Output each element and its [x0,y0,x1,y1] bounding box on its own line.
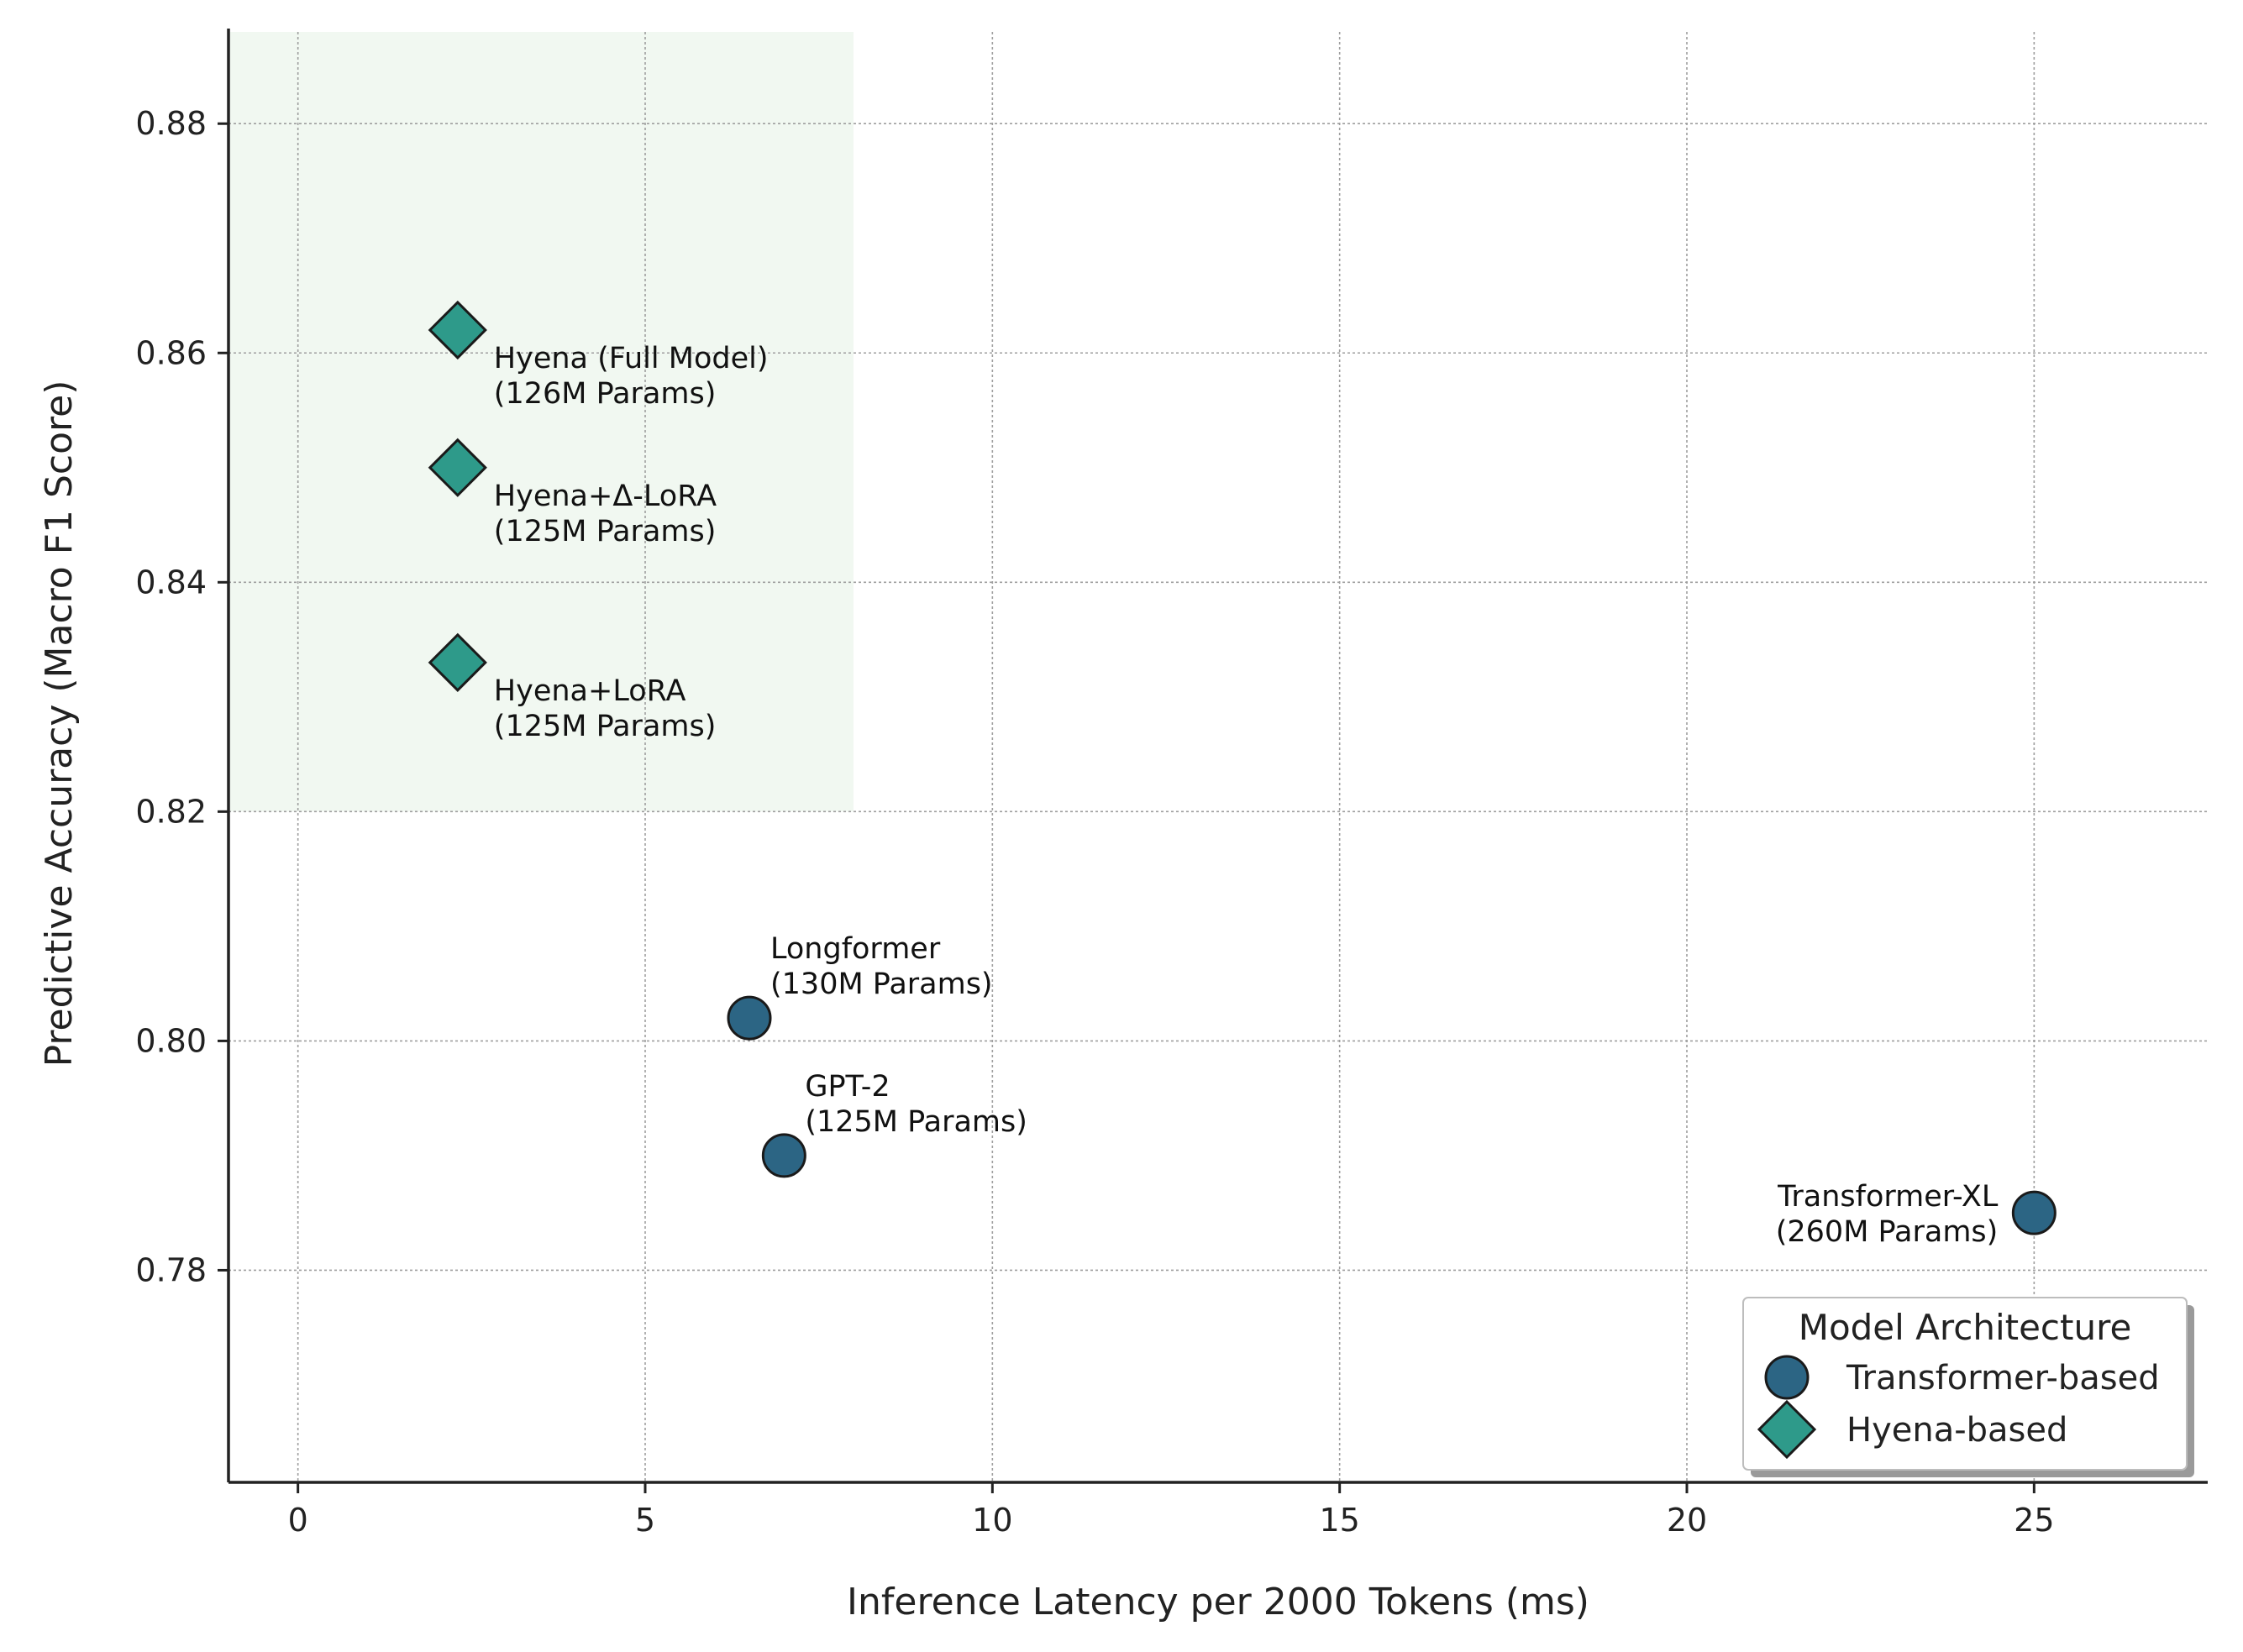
legend-marker-transformer [1764,1355,1810,1400]
y-tick-label: 0.82 [135,793,207,830]
data-point-label-line: (260M Params) [1776,1215,1999,1249]
data-point-label-line: Transformer-XL [1777,1180,1999,1214]
grid-lines [229,32,2208,1482]
data-point-label-line: (125M Params) [805,1105,1027,1139]
point-labels: Longformer (130M Params)GPT-2 (125M Params… [494,342,1999,1249]
data-point-label: Hyena+Δ-LoRA (125M Params) [494,480,717,548]
data-point-hyena [428,632,487,692]
data-point-label: Hyena+LoRA (125M Params) [494,674,717,743]
highlight-region [230,32,854,812]
tick-labels: 0 5 10 15 20 25 0.78 0.80 0.82 0.84 0.86 0.88 [135,105,2054,1539]
data-point-label-line: Hyena+LoRA [494,674,686,708]
data-point-label-line: (130M Params) [770,968,993,1001]
x-tick-label: 15 [1319,1502,1359,1539]
data-point-label: Transformer-XL (260M Params) [1776,1180,1999,1249]
y-tick-label: 0.80 [135,1022,207,1059]
y-axis-title: Predictive Accuracy (Macro F1 Score) [38,380,81,1067]
x-tick-label: 5 [635,1502,655,1539]
legend-box [1742,1297,2188,1471]
data-point-transformer [2011,1190,2057,1235]
legend-marker-hyena [1757,1399,1817,1460]
x-tick-label: 10 [972,1502,1012,1539]
data-point-label-line: (125M Params) [494,515,717,548]
data-point-hyena [428,438,487,497]
data-point-hyena [428,300,487,360]
x-tick-label: 20 [1667,1502,1707,1539]
data-point-label-line: Hyena+Δ-LoRA [494,480,717,513]
data-point-label: GPT-2 (125M Params) [805,1070,1027,1139]
x-axis-title: Inference Latency per 2000 Tokens (ms) [847,1581,1589,1623]
y-tick-label: 0.86 [135,334,207,371]
data-point-label-line: GPT-2 [805,1070,890,1104]
data-point-transformer [761,1133,806,1178]
axes [227,29,2208,1484]
data-point-label-line: (125M Params) [494,710,717,743]
data-point-label: Hyena (Full Model) (126M Params) [494,342,769,411]
data-points [428,300,2057,1235]
data-point-label: Longformer (130M Params) [770,932,993,1001]
legend: Model Architecture Transformer-based Hye… [1742,1297,2194,1477]
legend-label-transformer: Transformer-based [1846,1359,2160,1398]
data-point-label-line: (126M Params) [494,377,717,411]
x-tick-label: 25 [2014,1502,2054,1539]
legend-title: Model Architecture [1799,1307,2132,1348]
y-tick-label: 0.88 [135,105,207,142]
y-tick-label: 0.78 [135,1251,207,1288]
x-tick-label: 0 [288,1502,308,1539]
y-tick-label: 0.84 [135,564,207,600]
data-point-transformer [727,995,772,1041]
data-point-label-line: Longformer [770,932,941,966]
legend-label-hyena: Hyena-based [1846,1411,2067,1450]
data-point-label-line: Hyena (Full Model) [494,342,769,375]
